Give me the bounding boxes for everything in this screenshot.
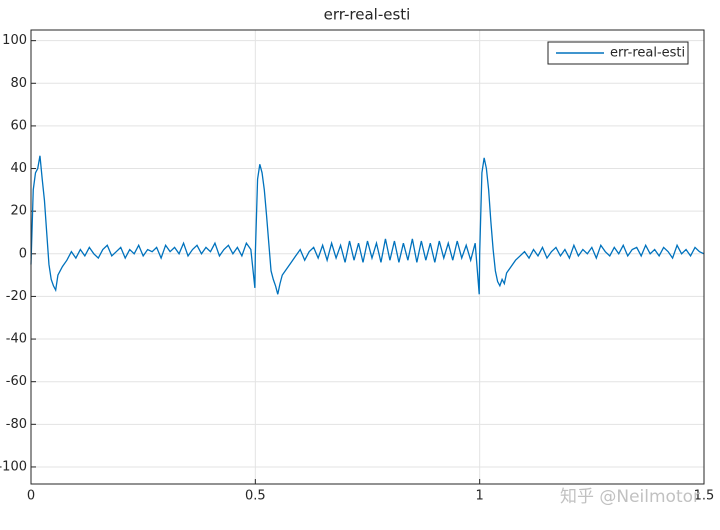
- y-tick-label: -60: [6, 374, 27, 389]
- x-tick-label: 1: [476, 489, 484, 504]
- x-tick-label: 1.5: [694, 489, 715, 504]
- legend-label: err-real-esti: [610, 46, 685, 61]
- data-line: [30, 155, 705, 295]
- y-tick-label: -80: [6, 417, 27, 432]
- y-tick-label: 40: [10, 161, 27, 176]
- y-tick-label: -20: [6, 289, 27, 304]
- x-tick-label: 0: [27, 489, 35, 504]
- y-tick-label: 20: [10, 204, 27, 219]
- y-tick-label: 60: [10, 118, 27, 133]
- x-tick-label: 0.5: [245, 489, 266, 504]
- watermark: 知乎 @Neilmotor: [560, 487, 700, 507]
- axes-box: [30, 29, 705, 485]
- y-tick-label: 100: [2, 33, 27, 48]
- y-tick-label: 0: [19, 246, 27, 261]
- plot-area: [31, 30, 704, 484]
- y-tick-label: 80: [10, 76, 27, 91]
- y-tick-label: -40: [6, 332, 27, 347]
- y-tick-label: -100: [0, 459, 27, 474]
- legend-box: [547, 41, 689, 65]
- chart-title: err-real-esti: [324, 6, 411, 24]
